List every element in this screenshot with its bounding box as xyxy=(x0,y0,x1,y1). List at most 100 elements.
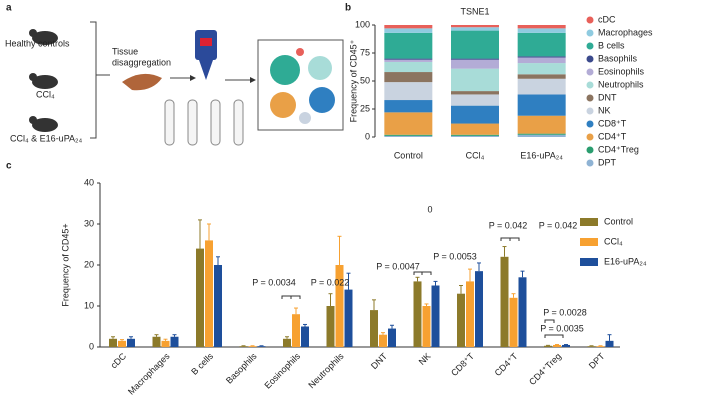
bar-segment xyxy=(451,135,499,137)
legend-swatch xyxy=(586,81,594,89)
bar-segment xyxy=(384,58,433,60)
legend-label: Neutrophils xyxy=(598,79,644,89)
bar-segment xyxy=(384,28,433,33)
legend-label: DPT xyxy=(598,157,617,167)
bar xyxy=(109,338,117,347)
bracket xyxy=(544,319,555,323)
x-tick-label: DPT xyxy=(587,351,607,371)
bar-segment xyxy=(517,63,566,75)
bar xyxy=(196,248,204,347)
bar-segment xyxy=(451,59,499,69)
annotation: P = 0.022 xyxy=(311,277,350,287)
legend-label: Basophils xyxy=(598,53,638,63)
legend-label: Macrophages xyxy=(598,27,653,37)
bracket xyxy=(500,237,511,241)
bar xyxy=(413,281,422,347)
bar-segment xyxy=(517,57,566,64)
panel-label: a xyxy=(6,3,12,14)
legend-swatch xyxy=(586,146,594,154)
panel-label: c xyxy=(6,161,12,172)
x-tick-label: CD4⁺T xyxy=(493,351,520,378)
bar-segment xyxy=(451,123,499,135)
y-axis-label: Frequency of CD45⁺ xyxy=(348,39,358,122)
annotation: P = 0.0034 xyxy=(252,277,296,287)
bracket xyxy=(281,295,292,299)
bar xyxy=(301,326,309,347)
x-tick-label: CCl₄ xyxy=(466,150,485,160)
bar-segment xyxy=(384,25,433,29)
panel-label: b xyxy=(345,3,351,14)
bar xyxy=(118,340,126,347)
bar xyxy=(152,336,161,347)
bar-segment xyxy=(517,133,566,135)
bar xyxy=(422,306,431,347)
group-label: CCl₄ & E16-uPA₂₄ xyxy=(10,133,83,143)
bracket xyxy=(290,295,301,299)
chart-title: TSNE1 xyxy=(460,6,489,16)
bar xyxy=(431,285,440,347)
bar-segment xyxy=(517,74,566,79)
y-tick-label: 0 xyxy=(89,341,94,351)
y-tick-label: 20 xyxy=(84,259,94,269)
bar-segment xyxy=(517,25,566,29)
y-tick-label: 30 xyxy=(84,218,94,228)
bracket xyxy=(413,271,423,275)
bar xyxy=(257,346,266,347)
y-tick-label: 10 xyxy=(84,300,94,310)
bar-segment xyxy=(384,134,433,136)
annotation: P = 0.042 xyxy=(489,220,528,230)
bar xyxy=(509,297,518,347)
y-tick-label: 0 xyxy=(365,131,370,141)
legend-label: CD4⁺T xyxy=(598,131,627,141)
x-tick-label: E16-uPA₂₄ xyxy=(520,150,563,160)
y-tick-label: 40 xyxy=(84,177,94,187)
bar xyxy=(475,271,483,347)
bar-segment xyxy=(384,100,433,113)
bar xyxy=(562,344,570,347)
bar-segment xyxy=(384,32,433,59)
legend-swatch xyxy=(580,238,598,246)
bar xyxy=(292,314,300,347)
bar-segment xyxy=(451,94,499,106)
bar xyxy=(344,289,353,347)
bar xyxy=(214,265,222,347)
bar-segment xyxy=(451,27,499,31)
bar xyxy=(457,293,465,347)
x-tick-label: cDC xyxy=(109,351,129,371)
bar-segment xyxy=(451,91,499,95)
bar xyxy=(518,277,527,347)
bracket xyxy=(509,237,520,241)
legend-swatch xyxy=(586,133,594,141)
annotation: P = 0.0053 xyxy=(433,251,477,261)
bar-segment xyxy=(517,78,566,95)
bracket xyxy=(544,334,564,338)
bar-segment xyxy=(517,56,566,58)
y-tick-label: 50 xyxy=(360,75,370,85)
bar-segment xyxy=(451,105,499,124)
legend-label: NK xyxy=(598,105,611,115)
x-tick-label: CD4⁺Treg xyxy=(527,351,563,387)
bar xyxy=(466,281,474,347)
bar-segment xyxy=(384,82,433,101)
bar xyxy=(544,345,552,347)
x-tick-label: DNT xyxy=(369,351,390,372)
bar-segment xyxy=(451,68,499,92)
bar xyxy=(553,344,561,347)
bar xyxy=(370,310,378,347)
legend-swatch xyxy=(580,258,598,266)
annotation: P = 0.0028 xyxy=(543,307,587,317)
y-tick-label: 25 xyxy=(360,103,370,113)
bar-segment xyxy=(517,115,566,134)
legend-swatch xyxy=(586,159,594,167)
bar xyxy=(605,340,614,347)
bar xyxy=(283,338,291,347)
y-tick-label: 100 xyxy=(355,19,370,29)
legend-label: Eosinophils xyxy=(598,66,645,76)
legend-swatch xyxy=(586,94,594,102)
bracket xyxy=(421,271,432,275)
schematic xyxy=(29,21,344,146)
bar-segment xyxy=(451,30,499,59)
legend-swatch xyxy=(586,107,594,115)
bar-segment xyxy=(384,112,433,135)
